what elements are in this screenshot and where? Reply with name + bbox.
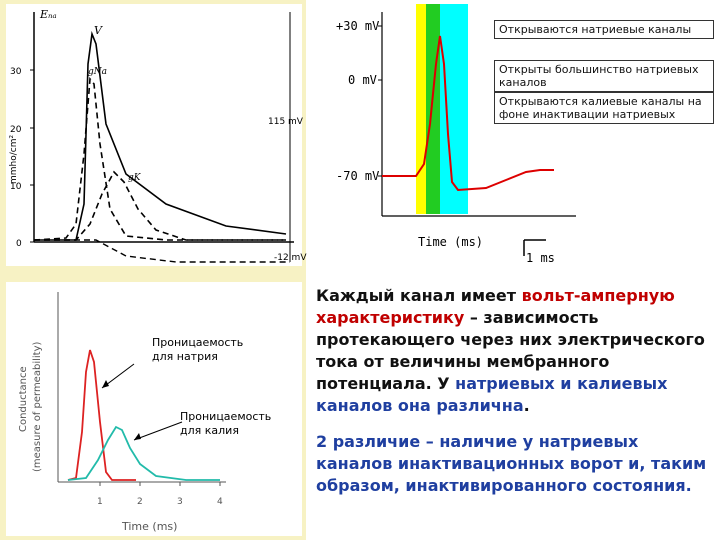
caption-sodium-most-open: Открыты большинство натриевых каналов <box>494 60 714 92</box>
band-green <box>426 4 440 214</box>
y-label-0: 0 mV <box>348 73 377 87</box>
y-tick-0: 0 <box>16 239 22 249</box>
x-tick-1: 1 <box>97 497 103 507</box>
p1-part-b: вольт-амперную характеристику <box>316 286 675 327</box>
label-sodium: Проницаемость для натрия <box>152 336 244 363</box>
y-tick-10: 10 <box>10 182 22 192</box>
right-top-label: 115 mV <box>268 117 304 127</box>
panel-conductance-graph: 30 20 10 0 Eₙₐ V gNa gK 115 mV -12 mV mm… <box>6 4 307 266</box>
x-label: Time (ms) <box>121 520 177 533</box>
band-yellow <box>416 4 426 214</box>
p1-part-d: натриевых и калиевых каналов она различн… <box>316 374 668 415</box>
x-tick-2: 2 <box>137 497 143 507</box>
y-label-line1: Conductance <box>18 366 29 432</box>
paragraph-2: 2 различие – наличие у натриевых каналов… <box>316 432 707 495</box>
p1-part-e: . <box>523 396 530 415</box>
caption-sodium-open: Открываются натриевые каналы <box>494 20 714 39</box>
action-potential-svg: +30 mV 0 mV -70 mV Time (ms) 1 ms <box>336 4 576 265</box>
caption-potassium-open: Открываются калиевые каналы на фоне инак… <box>494 92 714 124</box>
right-bottom-label: -12 mV <box>274 253 307 263</box>
p1-part-c: – зависимость протекающего через них эле… <box>316 308 705 393</box>
gk-label: gK <box>128 173 142 183</box>
y-label-line2: (measure of permeability) <box>32 342 43 472</box>
main-text: Каждый канал имеет вольт-амперную характ… <box>316 285 714 497</box>
potassium-curve <box>67 425 220 481</box>
band-cyan <box>440 4 468 214</box>
gna-label: gNa <box>88 67 107 77</box>
p1-part-a: Каждый канал имеет <box>316 286 522 305</box>
conductance-graph-svg: 30 20 10 0 Eₙₐ V gNa gK 115 mV -12 mV mm… <box>9 8 307 263</box>
y-axis-label: mmho/cm² <box>9 135 19 184</box>
permeability-svg: 1 2 3 4 Time (ms) Conductance (measure o… <box>18 292 226 533</box>
sodium-curve <box>67 349 136 481</box>
x-tick-4: 4 <box>217 497 223 507</box>
y-tick-30: 30 <box>10 67 22 77</box>
arrow-potassium <box>133 421 183 441</box>
x-label: Time (ms) <box>418 235 483 249</box>
y-label-minus70: -70 mV <box>336 169 379 183</box>
label-potassium: Проницаемость для калия <box>180 410 272 437</box>
ena-label: Eₙₐ <box>39 8 57 21</box>
paragraph-1: Каждый канал имеет вольт-амперную характ… <box>316 285 714 417</box>
panel-action-potential: +30 mV 0 mV -70 mV Time (ms) 1 ms Открыв… <box>316 4 716 266</box>
y-tick-20: 20 <box>10 125 22 135</box>
scale-label: 1 ms <box>526 251 555 265</box>
y-label-plus30: +30 mV <box>336 19 379 33</box>
x-tick-3: 3 <box>177 497 183 507</box>
panel-permeability: 1 2 3 4 Time (ms) Conductance (measure o… <box>6 282 302 536</box>
v-label: V <box>94 24 103 37</box>
